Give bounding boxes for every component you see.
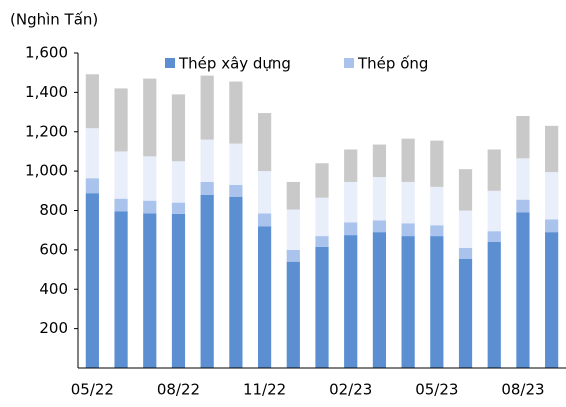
bar-segment <box>286 181 300 210</box>
bar-segment <box>401 223 415 237</box>
bar-segment <box>516 158 530 200</box>
bar-segment <box>487 190 501 232</box>
bar-segment <box>315 246 329 368</box>
bar-segment <box>372 177 387 221</box>
y-axis-title: (Nghìn Tấn) <box>10 11 98 29</box>
bar-segment <box>171 202 186 214</box>
bar-segment <box>143 78 157 157</box>
x-tick-label: 02/23 <box>329 381 372 399</box>
bar-segment <box>171 161 186 203</box>
bar-segment <box>430 186 444 226</box>
bar-segment <box>430 225 444 237</box>
bar-segment <box>344 235 358 368</box>
bar-segment <box>372 220 387 233</box>
bar-segment <box>458 258 473 368</box>
bar-segment <box>458 169 473 211</box>
bar-segment <box>315 197 329 237</box>
bar-segment <box>85 178 99 194</box>
bar-segment <box>545 219 559 233</box>
y-tick-label: 200 <box>39 319 68 337</box>
bar-segment <box>229 184 243 197</box>
bar-segment <box>114 151 128 199</box>
bar-segment <box>344 222 358 236</box>
bar-segment <box>516 116 530 159</box>
bar-segment <box>85 193 99 368</box>
bar-segment <box>114 198 128 212</box>
bar-segment <box>516 212 530 368</box>
legend-label: Thép ống <box>357 55 428 73</box>
bar-segment <box>85 128 99 179</box>
bar-segment <box>143 213 157 368</box>
bar-segment <box>372 144 387 178</box>
bar-segment <box>372 232 387 368</box>
y-tick-label: 400 <box>39 280 68 298</box>
bar-segment <box>545 172 559 220</box>
y-tick-label: 1,000 <box>25 162 68 180</box>
bar-segment <box>430 140 444 187</box>
x-tick-label: 05/23 <box>415 381 458 399</box>
x-tick-label: 05/22 <box>71 381 114 399</box>
bar-segment <box>257 226 272 368</box>
legend-swatch <box>344 58 354 68</box>
bar-segment <box>545 125 559 173</box>
bar-segment <box>430 236 444 368</box>
bar-segment <box>516 199 530 213</box>
x-tick-label: 08/23 <box>501 381 544 399</box>
bar-segment <box>401 138 415 182</box>
bar-segment <box>171 213 186 368</box>
bar-segment <box>200 194 214 368</box>
bar-segment <box>487 242 501 368</box>
bar-segment <box>229 196 243 368</box>
y-tick-label: 600 <box>39 240 68 258</box>
bar-segment <box>286 209 300 250</box>
y-tick-label: 1,400 <box>25 83 68 101</box>
legend-swatch <box>165 58 175 68</box>
bar-segment <box>143 156 157 201</box>
bar-segment <box>257 113 272 172</box>
bar-segment <box>200 139 214 182</box>
bar-segment <box>114 88 128 152</box>
bar-segment <box>344 181 358 223</box>
bar-segment <box>545 232 559 368</box>
bar-segment <box>200 181 214 195</box>
bar-segment <box>200 75 214 140</box>
bar-segment <box>458 210 473 248</box>
y-tick-label: 1,600 <box>25 44 68 62</box>
bar-segment <box>458 247 473 259</box>
bar-segment <box>315 163 329 198</box>
x-tick-label: 08/22 <box>157 381 200 399</box>
y-tick-label: 800 <box>39 201 68 219</box>
bar-segment <box>344 149 358 182</box>
bar-segment <box>229 143 243 185</box>
bar-segment <box>257 171 272 214</box>
bar-segment <box>171 94 186 162</box>
bar-segment <box>286 261 300 368</box>
bar-segment <box>401 181 415 224</box>
bar-segment <box>114 211 128 368</box>
legend-label: Thép xây dựng <box>178 55 291 73</box>
bar-segment <box>229 81 243 144</box>
x-tick-label: 11/22 <box>243 381 286 399</box>
bar-segment <box>257 213 272 227</box>
bar-segment <box>286 249 300 262</box>
bar-segment <box>143 200 157 214</box>
bar-segment <box>487 149 501 191</box>
bar-segment <box>487 231 501 242</box>
y-tick-label: 1,200 <box>25 122 68 140</box>
bar-segment <box>85 74 99 129</box>
bar-segment <box>401 236 415 368</box>
bar-segment <box>315 236 329 247</box>
